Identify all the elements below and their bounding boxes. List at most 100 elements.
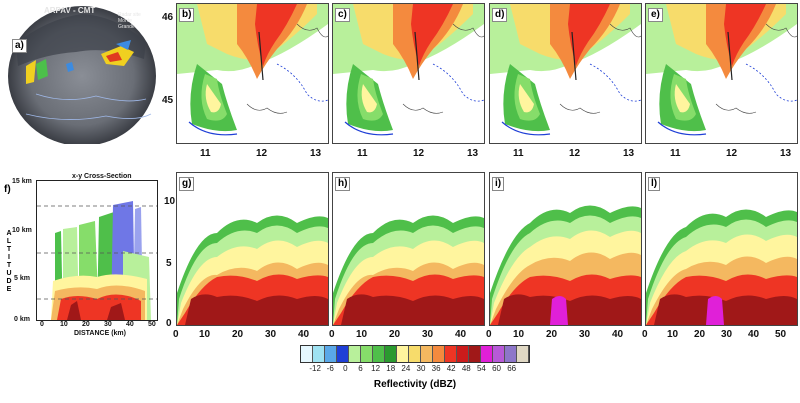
radar-note-line-3: Grande <box>118 24 135 30</box>
l-x-tick-30: 30 <box>721 329 733 340</box>
colorbar-swatch <box>337 346 349 362</box>
i-x-tick-20: 20 <box>546 329 558 340</box>
colorbar-swatch <box>349 346 361 362</box>
panel-label-d: d) <box>492 8 508 22</box>
map-panel-e: e) <box>645 3 798 144</box>
colorbar-swatch <box>445 346 457 362</box>
vertical-section-h <box>333 173 484 325</box>
reflectivity-map-d <box>490 4 641 143</box>
cs-y-tick-0: 0 km <box>14 316 30 323</box>
colorbar-swatch <box>469 346 481 362</box>
cs-y-letter-8: E <box>6 286 12 293</box>
cross-section-plot <box>36 180 158 321</box>
panel-label-l: l) <box>648 177 661 191</box>
colorbar-swatch <box>361 346 373 362</box>
colorbar-label: 42 <box>446 364 456 373</box>
map-panel-c: c) <box>332 3 485 144</box>
lon-tick-c-13: 13 <box>467 148 479 159</box>
panel-label-g: g) <box>179 177 195 191</box>
vertical-panel-i: i) <box>489 172 642 326</box>
colorbar-label: 60 <box>492 364 501 373</box>
l-x-tick-20: 20 <box>694 329 706 340</box>
colorbar-swatch <box>433 346 445 362</box>
colorbar-label: 12 <box>371 364 381 373</box>
panel-label-c: c) <box>335 8 350 22</box>
colorbar-label: 30 <box>416 364 426 373</box>
lat-tick-45: 45 <box>162 95 174 106</box>
lon-tick-c-12: 12 <box>413 148 425 159</box>
g-x-tick-10: 10 <box>199 329 211 340</box>
i-x-tick-30: 30 <box>579 329 591 340</box>
lon-tick-e-13: 13 <box>780 148 792 159</box>
i-x-tick-40: 40 <box>612 329 624 340</box>
g-x-tick-40: 40 <box>298 329 310 340</box>
colorbar-swatch <box>301 346 313 362</box>
panel-label-f: f) <box>2 184 13 196</box>
h-x-tick-40: 40 <box>455 329 467 340</box>
colorbar-label: -6 <box>326 364 334 373</box>
cs-y-axis-label: A L T I T U D E <box>5 230 13 294</box>
map-panels-row: 46 45 b) c) d) e) 11 12 13 11 12 13 11 1… <box>0 0 800 165</box>
g-x-tick-30: 30 <box>265 329 277 340</box>
l-x-tick-0: 0 <box>642 329 648 340</box>
lon-tick-e-12: 12 <box>726 148 738 159</box>
cs-x-label: DISTANCE (km) <box>74 330 126 337</box>
cs-x-tick-50: 50 <box>148 321 156 328</box>
g-x-tick-0: 0 <box>173 329 179 340</box>
colorbar-label: 48 <box>461 364 471 373</box>
radar-note: Radar site Monte Grande <box>118 12 141 30</box>
cs-y-letter-7: D <box>6 278 12 285</box>
colorbar-labels: -12 -6 0 6 12 18 24 30 36 42 48 54 60 66 <box>300 364 530 375</box>
cs-y-tick-5: 5 km <box>14 275 30 282</box>
colorbar-label: 18 <box>386 364 396 373</box>
radar-image <box>6 4 158 144</box>
radar-title: ARPAV - CMT <box>44 6 96 15</box>
colorbar-label: 54 <box>476 364 486 373</box>
lon-tick-d-12: 12 <box>569 148 581 159</box>
panel-label-i: i) <box>492 177 505 191</box>
panel-label-b: b) <box>179 8 195 22</box>
h-x-tick-0: 0 <box>329 329 335 340</box>
colorbar-swatch <box>397 346 409 362</box>
cs-y-tick-15: 15 km <box>12 178 32 185</box>
h-x-tick-20: 20 <box>389 329 401 340</box>
vertical-section-g <box>177 173 328 325</box>
colorbar-swatches <box>300 345 530 363</box>
cross-section-panel: f) x-y Cross-Section 15 km 10 km 5 km 0 … <box>0 170 165 330</box>
lon-tick-d-11: 11 <box>513 148 524 159</box>
cs-y-letter-5: T <box>6 262 12 269</box>
colorbar-swatch <box>421 346 433 362</box>
lat-tick-46: 46 <box>162 12 174 23</box>
g-x-tick-20: 20 <box>232 329 244 340</box>
lon-tick-d-13: 13 <box>623 148 635 159</box>
radar-note-line-2: Monte <box>118 18 132 24</box>
reflectivity-map-c <box>333 4 484 143</box>
h-x-tick-30: 30 <box>422 329 434 340</box>
l-x-tick-50: 50 <box>775 329 787 340</box>
colorbar-swatch <box>505 346 517 362</box>
panel-label-a: a) <box>12 39 27 53</box>
colorbar-swatch <box>325 346 337 362</box>
colorbar-label: 0 <box>343 364 348 373</box>
colorbar-swatch <box>481 346 493 362</box>
lon-tick-b-11: 11 <box>200 148 211 159</box>
lon-tick-c-11: 11 <box>357 148 368 159</box>
vertical-panel-l: l) <box>645 172 798 326</box>
colorbar-label: 66 <box>507 364 517 373</box>
colorbar-title: Reflectivity (dBZ) <box>373 379 457 390</box>
colorbar-label: 6 <box>358 364 363 373</box>
reflectivity-map-e <box>646 4 797 143</box>
colorbar: -12 -6 0 6 12 18 24 30 36 42 48 54 60 66 Reflectivity… <box>300 345 530 400</box>
reflectivity-map-b <box>177 4 328 143</box>
radar-note-line-1: Radar site <box>118 12 141 18</box>
cs-x-tick-40: 40 <box>126 321 134 328</box>
vertical-section-i <box>490 173 641 325</box>
panel-label-e: e) <box>648 8 663 22</box>
cs-y-letter-1: A <box>6 230 12 237</box>
lon-tick-b-13: 13 <box>310 148 322 159</box>
colorbar-swatch <box>409 346 421 362</box>
colorbar-swatch <box>493 346 505 362</box>
colorbar-swatch <box>385 346 397 362</box>
cross-section-title: x-y Cross-Section <box>72 173 132 180</box>
l-x-tick-10: 10 <box>667 329 679 340</box>
